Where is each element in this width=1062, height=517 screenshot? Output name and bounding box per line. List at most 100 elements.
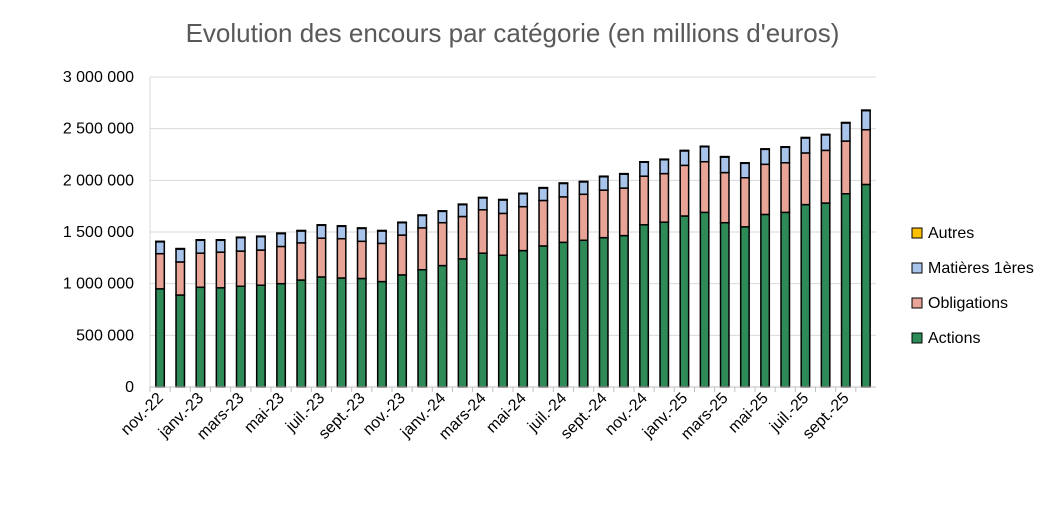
bar-segment — [497, 199, 508, 215]
bar-segment — [820, 149, 831, 204]
bar-segment — [316, 276, 327, 388]
bar-segment — [316, 224, 327, 227]
bar-segment — [719, 221, 730, 388]
bar-segment — [538, 187, 549, 202]
bar-segment — [639, 224, 650, 388]
bar-segment — [215, 251, 226, 289]
bar-segment — [518, 249, 529, 388]
bar-segment — [780, 146, 791, 164]
bar-segment — [840, 121, 851, 124]
bar-segment — [820, 133, 831, 136]
bar-segment — [477, 196, 488, 199]
bar-segment — [800, 152, 811, 206]
bar-segment — [598, 189, 609, 239]
bar-segment — [558, 182, 569, 198]
bar-segment — [336, 237, 347, 279]
bar-segment — [618, 172, 629, 175]
bar-segment — [376, 229, 387, 232]
bar-segment — [639, 160, 650, 164]
bar-segment — [356, 277, 367, 388]
bar-segment — [820, 134, 831, 152]
bar-segment — [296, 242, 307, 281]
bar-segment — [578, 181, 589, 196]
legend-swatch — [911, 227, 923, 239]
legend-label: Actions — [928, 330, 980, 347]
bar-segment — [276, 232, 287, 248]
legend-swatch — [911, 262, 923, 274]
bar-segment — [215, 287, 226, 388]
legend-swatch — [911, 332, 923, 344]
bar-segment — [780, 162, 791, 214]
bar-segment — [780, 211, 791, 388]
bar-segment — [296, 229, 307, 232]
bar-segment — [538, 186, 549, 189]
bar-segment — [336, 225, 347, 228]
bar-segment — [175, 247, 186, 250]
bar-segment — [760, 148, 771, 166]
bar-segment — [639, 175, 650, 226]
x-tick-label: mai-25 — [725, 390, 772, 437]
legend-label: Autres — [928, 225, 974, 242]
bar-segment — [155, 252, 166, 290]
bar-segment — [376, 230, 387, 245]
bar-segment — [558, 182, 569, 185]
bar-segment — [699, 160, 710, 214]
bar-segment — [659, 158, 670, 161]
bar-segment — [397, 234, 408, 276]
bar-segment — [155, 240, 166, 243]
bar-segment — [397, 221, 408, 236]
y-tick-label: 2 000 000 — [63, 172, 134, 189]
bar-segment — [840, 140, 851, 195]
bar-segment — [316, 237, 327, 278]
bar-segment — [739, 162, 750, 179]
bar-segment — [578, 239, 589, 388]
bar-segment — [659, 172, 670, 223]
bar-segment — [699, 145, 710, 148]
bar-segment — [417, 214, 428, 217]
bar-segment — [316, 224, 327, 239]
bar-segment — [840, 193, 851, 388]
bar-segment — [598, 236, 609, 388]
bar-segment — [497, 198, 508, 201]
bar-segment — [739, 177, 750, 228]
bar-segment — [518, 193, 529, 208]
bar-segment — [296, 230, 307, 244]
y-tick-label: 3 000 000 — [63, 69, 134, 86]
bar-segment — [477, 252, 488, 388]
bar-segment — [276, 232, 287, 235]
bar-segment — [618, 234, 629, 388]
bar-segment — [699, 211, 710, 388]
bar-segment — [235, 236, 246, 239]
bar-segment — [457, 203, 468, 206]
bar-segment — [618, 173, 629, 189]
legend: Autres Matières 1ères Obligations Actions — [911, 225, 1034, 347]
bar-segment — [175, 248, 186, 263]
bar-segment — [739, 162, 750, 165]
bar-segment — [255, 235, 266, 238]
bar-segment — [860, 109, 871, 131]
bar-segment — [578, 193, 589, 242]
bar-segment — [215, 239, 226, 242]
bar-segment — [457, 203, 468, 218]
bar-segment — [760, 213, 771, 388]
bar-segment — [437, 221, 448, 267]
bar-segment — [175, 261, 186, 296]
bar-segment — [497, 212, 508, 256]
bar-segment — [397, 221, 408, 224]
chart-title: Evolution des encours par catégorie (en … — [185, 18, 840, 48]
bar-segment — [860, 183, 871, 388]
bar-segment — [255, 249, 266, 286]
bar-segment — [195, 286, 206, 388]
y-tick-label: 1 000 000 — [63, 276, 134, 293]
bar-segment — [679, 150, 690, 167]
bar-segment — [437, 210, 448, 224]
bar-segment — [356, 227, 367, 230]
bar-segment — [155, 288, 166, 388]
bar-segment — [155, 241, 166, 255]
y-tick-label: 2 500 000 — [63, 121, 134, 138]
bar-segment — [457, 258, 468, 388]
bar-segment — [538, 245, 549, 388]
bar-segment — [518, 192, 529, 195]
bar-segment — [679, 164, 690, 217]
legend-label: Obligations — [928, 295, 1008, 312]
